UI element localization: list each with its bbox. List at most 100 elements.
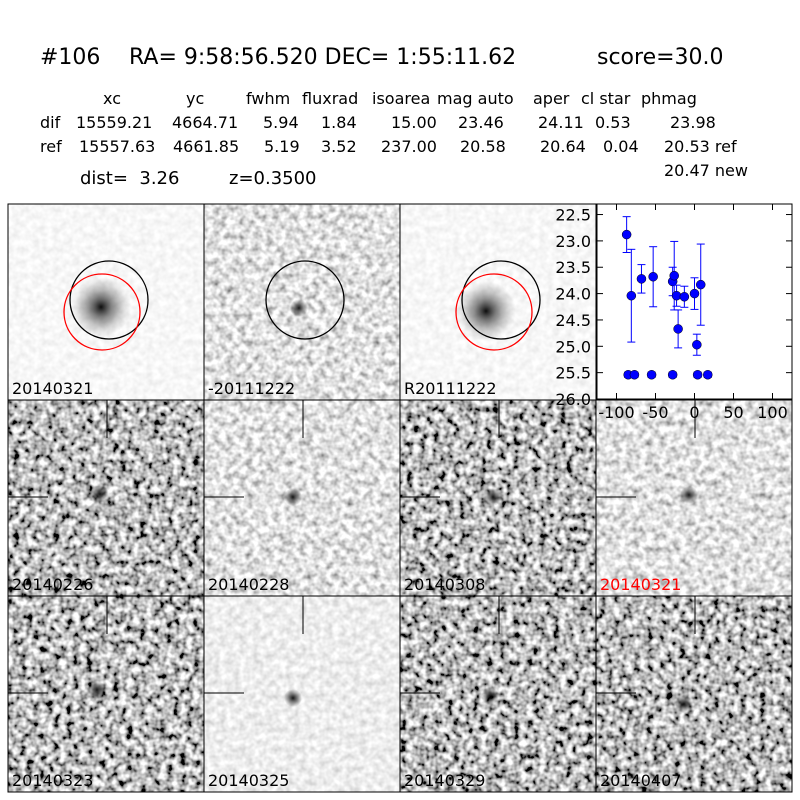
source bbox=[284, 488, 302, 506]
coordinates: RA= 9:58:56.520 DEC= 1:55:11.62 bbox=[129, 45, 516, 70]
plot-frame bbox=[596, 203, 793, 400]
column-header: fluxrad bbox=[302, 89, 358, 108]
table-cell: 0.53 bbox=[595, 113, 631, 132]
panel-label: 20140226 bbox=[12, 575, 93, 594]
dist: dist= 3.26 bbox=[80, 168, 179, 189]
aperture bbox=[461, 260, 541, 340]
aperture-ref bbox=[455, 273, 533, 351]
panel-label: 20140321 bbox=[600, 575, 681, 594]
table-cell: 0.04 bbox=[603, 137, 639, 156]
y-tick-label: 24.0 bbox=[555, 285, 591, 304]
table-cell: 20.64 bbox=[540, 137, 586, 156]
panel-label: 20140321 bbox=[12, 379, 93, 398]
y-tick-label: 22.5 bbox=[555, 206, 591, 225]
data-point bbox=[669, 270, 679, 281]
aperture bbox=[69, 260, 149, 340]
table-cell: 3.52 bbox=[321, 137, 357, 156]
table-cell: 4664.71 bbox=[172, 113, 238, 132]
table-cell: 24.11 bbox=[538, 113, 584, 132]
panel-label: 20140308 bbox=[404, 575, 485, 594]
data-point bbox=[621, 229, 632, 240]
column-header: cl star bbox=[581, 89, 631, 108]
table-cell: 5.94 bbox=[263, 113, 299, 132]
x-tick-label: -50 bbox=[642, 403, 668, 422]
x-tick-label: -100 bbox=[598, 403, 634, 422]
table-cell: 237.00 bbox=[381, 137, 437, 156]
y-tick-label: 25.0 bbox=[555, 337, 591, 356]
panel-label: -20111222 bbox=[208, 379, 295, 398]
row-label: ref bbox=[40, 137, 62, 156]
table-cell: 4661.85 bbox=[173, 137, 239, 156]
panel-label: R20111222 bbox=[404, 379, 497, 398]
table-cell: 20.53 ref bbox=[664, 137, 737, 156]
column-header: yc bbox=[186, 89, 204, 108]
redshift: z=0.3500 bbox=[229, 168, 317, 189]
y-tick-label: 23.5 bbox=[555, 258, 591, 277]
panel-label: 20140329 bbox=[404, 771, 485, 790]
data-point bbox=[692, 339, 702, 350]
table-cell: 1.84 bbox=[321, 113, 357, 132]
source bbox=[284, 689, 302, 707]
data-point bbox=[667, 370, 678, 380]
table-cell: 15557.63 bbox=[79, 137, 155, 156]
y-tick-label: 26.0 bbox=[555, 390, 591, 409]
source bbox=[88, 681, 106, 699]
data-point bbox=[689, 288, 700, 299]
data-point bbox=[673, 324, 683, 334]
phmag-new: 20.47 new bbox=[664, 161, 748, 180]
source bbox=[456, 281, 516, 341]
column-header: phmag bbox=[641, 89, 697, 108]
panels: 20140321 -20111222 R20111222 20140226 201402… bbox=[7, 203, 793, 793]
table-cell: 5.19 bbox=[264, 137, 300, 156]
light-curve: -100 -50 0 50 100 22.5 23.0 23.5 24.0 24.5 25.0 25.… bbox=[555, 203, 793, 422]
data-point bbox=[626, 290, 637, 301]
column-header: aper bbox=[533, 89, 570, 108]
score: score=30.0 bbox=[597, 45, 724, 70]
data-point bbox=[695, 279, 706, 290]
column-header: isoarea bbox=[372, 89, 430, 108]
image-noise bbox=[204, 596, 400, 792]
column-header: fwhm bbox=[246, 89, 290, 108]
source bbox=[675, 695, 693, 713]
table-cell: 15.00 bbox=[391, 113, 437, 132]
data-point bbox=[692, 370, 703, 380]
x-tick-label: 50 bbox=[723, 403, 743, 422]
source bbox=[71, 277, 131, 337]
y-tick-label: 25.5 bbox=[555, 364, 591, 383]
data-point bbox=[671, 290, 682, 301]
data-point bbox=[648, 271, 658, 282]
table-cell: 23.46 bbox=[458, 113, 504, 132]
column-header: xc bbox=[103, 89, 121, 108]
column-header: mag auto bbox=[437, 89, 514, 108]
x-tick-label: 0 bbox=[689, 403, 699, 422]
panel-label: 20140323 bbox=[12, 771, 93, 790]
data-point bbox=[629, 370, 640, 380]
data-point bbox=[703, 370, 713, 380]
panel-label: 20140325 bbox=[208, 771, 289, 790]
table-cell: 23.98 bbox=[670, 113, 716, 132]
source bbox=[290, 299, 308, 317]
image-noise bbox=[8, 596, 204, 792]
panel-label: 20140407 bbox=[600, 771, 681, 790]
data-point bbox=[646, 370, 657, 380]
panel-frame bbox=[595, 595, 793, 793]
source bbox=[91, 485, 109, 503]
x-tick-label: 100 bbox=[757, 403, 788, 422]
data-point bbox=[679, 292, 690, 302]
image-noise bbox=[596, 596, 792, 792]
y-tick-label: 24.5 bbox=[555, 311, 591, 330]
table-cell: 20.58 bbox=[460, 137, 506, 156]
object-id: #106 bbox=[40, 45, 100, 70]
row-label: dif bbox=[40, 113, 61, 132]
y-tick-label: 23.0 bbox=[555, 232, 591, 251]
source bbox=[680, 486, 698, 504]
panel-label: 20140228 bbox=[208, 575, 289, 594]
table-cell: 15559.21 bbox=[76, 113, 152, 132]
data-point bbox=[636, 274, 647, 284]
source bbox=[484, 488, 502, 506]
image-noise bbox=[204, 400, 400, 596]
aperture bbox=[265, 260, 345, 340]
aperture-ref bbox=[63, 273, 141, 351]
source bbox=[481, 687, 499, 705]
